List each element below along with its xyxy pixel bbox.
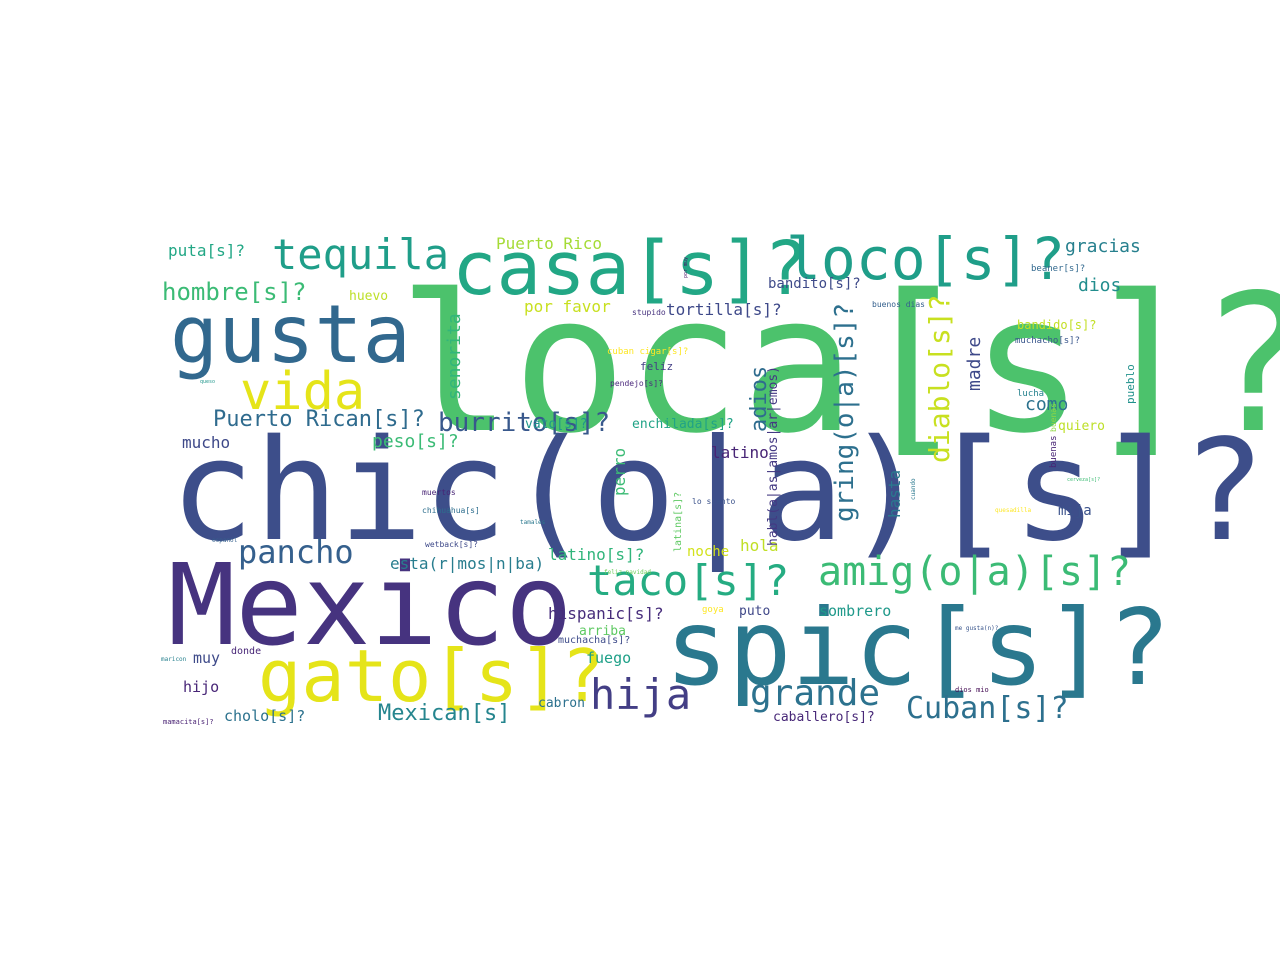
word: bandido[s]? (1017, 318, 1097, 332)
word: buenas (1049, 435, 1059, 468)
word: casa[s]? (452, 226, 809, 312)
word: loca[s]? (398, 254, 1280, 475)
word: lucha (1017, 389, 1045, 399)
word: noche (687, 544, 730, 560)
word: cholo[s]? (224, 707, 306, 725)
word: muertos (422, 488, 456, 497)
word: dios (1078, 275, 1122, 296)
word: madre (964, 336, 985, 391)
word: grande (750, 673, 881, 714)
word: quesadilla (995, 507, 1032, 514)
word: dios mio (955, 686, 989, 694)
word: espanol (212, 537, 238, 544)
word: hija (590, 670, 692, 719)
word: puta[s]? (168, 241, 246, 260)
word: vato[s]? (525, 417, 588, 432)
word: Mexican[s] (378, 701, 511, 726)
word: hola (740, 536, 779, 555)
word: hombre[s]? (162, 278, 307, 306)
word: gato[s]? (258, 634, 605, 718)
word: habl(a|as|amos|ar|emos) (766, 365, 781, 546)
word: Puerto Rican[s]? (213, 407, 425, 432)
word: bandito[s]? (768, 276, 861, 292)
word: mamacita[s]? (163, 718, 214, 726)
word: diablo[s]? (923, 294, 956, 463)
word: Cuban[s]? (906, 691, 1069, 726)
word: hijo (183, 678, 220, 696)
word: huevo (349, 289, 389, 304)
word: queso (200, 379, 216, 385)
word: buenas (1049, 403, 1058, 432)
word: por favor (524, 297, 611, 316)
word: puto (739, 604, 771, 619)
word: pancho (238, 533, 354, 571)
word: feliz (640, 360, 674, 373)
word: goya (702, 605, 724, 615)
word: Mexico (168, 541, 573, 671)
word: stupido (632, 308, 666, 317)
word: cerveza[s]? (1067, 477, 1101, 483)
word: gusta (170, 288, 411, 381)
word: muy (193, 649, 221, 667)
word: maricon (161, 656, 187, 663)
word: esta(r|mos|n|ba) (390, 554, 545, 573)
word: tequila (272, 230, 450, 279)
word: cabron (538, 696, 585, 711)
word: me gusta(n)? (955, 625, 999, 632)
word: por muy (683, 256, 689, 278)
word: donde (231, 646, 262, 657)
word: hispanic[s]? (548, 604, 664, 623)
word: muchacho[s]? (1015, 336, 1081, 346)
word: Puerto Rico (496, 234, 602, 253)
word: tortilla[s]? (666, 300, 782, 319)
word: tamales (520, 519, 546, 526)
word: buenos dias (872, 300, 925, 309)
word: wetback[s]? (425, 540, 478, 549)
word: perro (610, 447, 629, 496)
word: senorita (444, 313, 465, 400)
word: peso[s]? (372, 431, 459, 452)
word: fuego (586, 649, 632, 667)
word: sombrero (819, 602, 892, 620)
word: spic[s]? (665, 587, 1171, 709)
word: hasta (885, 469, 904, 518)
word: latino (711, 443, 769, 462)
word: cuando (910, 478, 917, 500)
word: latina[s]? (673, 491, 684, 552)
word: mucho (182, 433, 231, 452)
word: quiero (1058, 419, 1105, 434)
word: latino[s]? (548, 545, 645, 564)
word: lo siento (692, 497, 736, 506)
word: burrito[s]? (438, 408, 611, 438)
word: mija (1058, 503, 1092, 519)
word: enchilada[s]? (632, 417, 734, 432)
word: beaner[s]? (1031, 264, 1086, 274)
word: muchacha[s]? (558, 635, 631, 646)
word: pueblo (1124, 364, 1137, 404)
word: chihuahua[s] (422, 506, 480, 515)
word: taco[s]? (587, 556, 790, 605)
word: gracias (1065, 236, 1141, 257)
word: chic(o|a)[s]? (170, 410, 1266, 573)
word: vida (240, 362, 366, 422)
word: feliz navidad (604, 569, 651, 576)
word: loco[s]? (786, 225, 1066, 293)
word: gring(o|a)[s]? (830, 302, 860, 522)
word: caballero[s]? (773, 710, 875, 725)
word: como (1025, 394, 1069, 415)
word: amig(o|a)[s]? (818, 549, 1132, 595)
word: arriba (579, 624, 626, 639)
word: cuban cigar[s]? (607, 347, 689, 357)
word: pendejo[s]? (610, 379, 663, 388)
